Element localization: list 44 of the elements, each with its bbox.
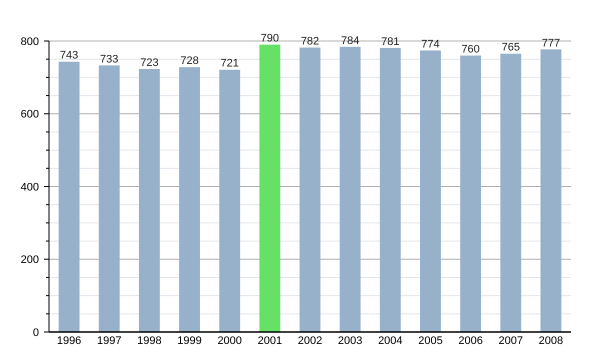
bar (500, 54, 522, 332)
x-tick-label: 2000 (217, 335, 242, 347)
data-label: 781 (381, 36, 400, 48)
bar (540, 49, 562, 332)
data-label: 765 (502, 42, 520, 54)
x-tick-label: 2004 (378, 335, 403, 347)
y-tick-label: 400 (20, 181, 39, 194)
x-tick-label: 2001 (258, 335, 282, 347)
x-tick-label: 1998 (137, 335, 162, 347)
x-tick-label: 1997 (96, 335, 122, 347)
y-tick-label: 600 (20, 108, 39, 121)
x-tick-label: 2002 (298, 335, 322, 347)
data-label: 790 (260, 32, 280, 45)
bar (58, 62, 80, 332)
data-label: 733 (100, 53, 118, 66)
y-tick-label: 0 (32, 326, 39, 339)
x-tick-label: 2005 (418, 335, 443, 347)
x-tick-label: 2008 (538, 335, 564, 347)
data-label: 777 (542, 37, 560, 50)
y-tick-label: 800 (20, 36, 39, 48)
x-tick-label: 2003 (338, 335, 362, 347)
data-label: 743 (60, 50, 78, 62)
bar (460, 56, 482, 332)
bar (380, 48, 401, 332)
bar (420, 50, 441, 332)
data-label: 721 (220, 58, 239, 70)
bar (138, 69, 160, 332)
bar (98, 65, 120, 332)
x-tick-label: 2007 (498, 335, 524, 347)
data-label: 774 (421, 38, 440, 50)
bar (300, 48, 320, 332)
x-tick-label: 1999 (177, 335, 202, 347)
data-label: 784 (340, 34, 360, 47)
bar (259, 44, 280, 332)
data-label: 728 (180, 55, 199, 68)
bar (219, 70, 240, 332)
y-tick-label: 200 (20, 254, 39, 266)
data-label: 760 (461, 44, 480, 56)
x-tick-label: 1996 (56, 335, 82, 347)
data-label: 723 (140, 57, 159, 70)
bar (340, 46, 361, 332)
bar (179, 67, 200, 332)
x-tick-label: 2006 (458, 335, 483, 347)
data-label: 782 (300, 36, 320, 48)
